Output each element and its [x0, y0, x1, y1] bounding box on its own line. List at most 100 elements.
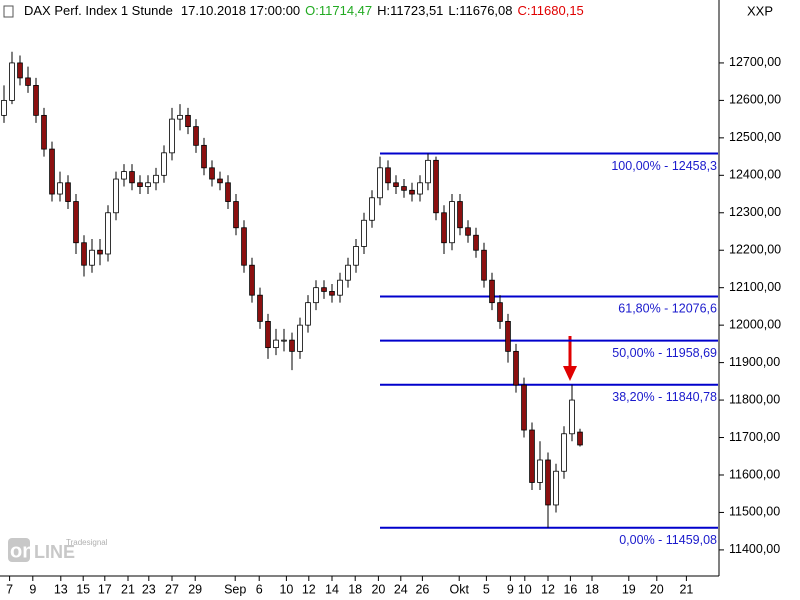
candle-body	[297, 324, 303, 352]
candle-body	[113, 178, 119, 214]
candle-body	[225, 182, 231, 202]
candle-body	[57, 182, 63, 195]
candle-body	[521, 384, 527, 431]
candle-body	[513, 350, 519, 386]
candle-body	[425, 159, 431, 184]
candle-body	[169, 118, 175, 154]
x-tick-label: 7	[6, 582, 13, 596]
candle-body	[81, 242, 87, 266]
candle-body	[537, 459, 543, 483]
candle-body	[441, 212, 447, 244]
candle-body	[41, 114, 47, 150]
candle-body	[153, 174, 159, 184]
x-tick-label: 18	[585, 582, 599, 596]
candle-body	[265, 321, 271, 349]
x-tick-label: 17	[98, 582, 112, 596]
candle-body	[409, 189, 415, 195]
x-tick-label: 15	[76, 582, 90, 596]
candle-body	[553, 470, 559, 506]
x-tick-label: 14	[325, 582, 339, 596]
candle-body	[561, 433, 567, 472]
candle-body	[577, 431, 583, 446]
candle-body	[129, 171, 135, 184]
x-tick-label: 24	[394, 582, 408, 596]
candle-body	[377, 167, 383, 199]
candle-body	[89, 249, 95, 266]
y-tick-label: 12200,00	[729, 243, 781, 257]
ohlc-label: O:11714,47	[305, 3, 372, 18]
y-tick-label: 12600,00	[729, 93, 781, 107]
y-tick-label: 12300,00	[729, 205, 781, 219]
x-tick-label: 23	[142, 582, 156, 596]
logo-block	[8, 538, 30, 562]
candle-body	[465, 227, 471, 236]
candle-body	[209, 167, 215, 180]
candle-body	[529, 429, 535, 483]
candle-body	[273, 339, 279, 349]
candle-body	[305, 302, 311, 326]
candle-body	[25, 77, 31, 86]
menu-icon[interactable]	[3, 5, 14, 18]
x-tick-label: Sep	[224, 582, 246, 596]
y-tick-label: 11500,00	[729, 505, 780, 519]
candle-body	[497, 302, 503, 322]
candle-body	[433, 159, 439, 214]
y-tick-label: 12700,00	[729, 55, 781, 69]
watermark: on LINE Tradesignal	[8, 538, 108, 562]
candle-body	[17, 62, 23, 79]
fib-label: 61,80% - 12076,6	[618, 302, 717, 316]
fib-label: 0,00% - 11459,08	[619, 533, 717, 547]
candle-body	[217, 178, 223, 184]
candle-body	[449, 201, 455, 244]
candle-body	[481, 249, 487, 281]
candle-body	[185, 114, 191, 128]
candle-body	[145, 182, 151, 187]
logo: Tradesignal	[66, 538, 108, 547]
ohlc-label: C:11680,15	[518, 3, 584, 18]
candle-body	[321, 287, 327, 292]
candle-body	[393, 182, 399, 187]
candle-body	[289, 339, 295, 352]
logo: LINE	[34, 542, 75, 562]
x-tick-label: 12	[302, 582, 316, 596]
candle-body	[97, 249, 103, 255]
candle-body	[281, 339, 287, 342]
y-tick-label: 12000,00	[729, 317, 781, 331]
fib-label: 50,00% - 11958,69	[612, 346, 717, 360]
candle-body	[249, 264, 255, 296]
candle-body	[137, 182, 143, 187]
x-tick-label: 29	[188, 582, 202, 596]
candle-body	[545, 459, 551, 506]
candle-body	[345, 264, 351, 281]
x-tick-label: 9	[507, 582, 514, 596]
candle-body	[369, 197, 375, 221]
y-tick-label: 11800,00	[729, 392, 780, 406]
candle-body	[385, 167, 391, 184]
candle-body	[65, 182, 71, 202]
y-tick-label: 11600,00	[729, 467, 780, 481]
candle-body	[201, 144, 207, 169]
x-tick-label: 9	[29, 582, 36, 596]
x-tick-label: 20	[371, 582, 385, 596]
x-tick-label: 27	[165, 582, 179, 596]
candle-body	[457, 201, 463, 229]
x-tick-label: 10	[279, 582, 293, 596]
x-tick-label: 26	[415, 582, 429, 596]
arrow-head	[563, 366, 577, 381]
candle-body	[241, 227, 247, 266]
x-tick-label: Okt	[449, 582, 469, 596]
candle-body	[329, 291, 335, 296]
candle-body	[569, 399, 575, 435]
candle-body	[177, 114, 183, 120]
ohlc-label: H:11723,51	[377, 3, 443, 18]
candle-body	[417, 182, 423, 195]
candle-body	[193, 126, 199, 146]
title: DAX Perf. Index 1 Stunde	[24, 3, 173, 18]
candle-body	[361, 219, 367, 247]
logo: on	[10, 540, 34, 562]
candle-body	[161, 152, 167, 176]
timestamp: 17.10.2018 17:00:00	[181, 3, 300, 18]
candle-body	[49, 148, 55, 195]
y-tick-label: 12400,00	[729, 168, 781, 182]
